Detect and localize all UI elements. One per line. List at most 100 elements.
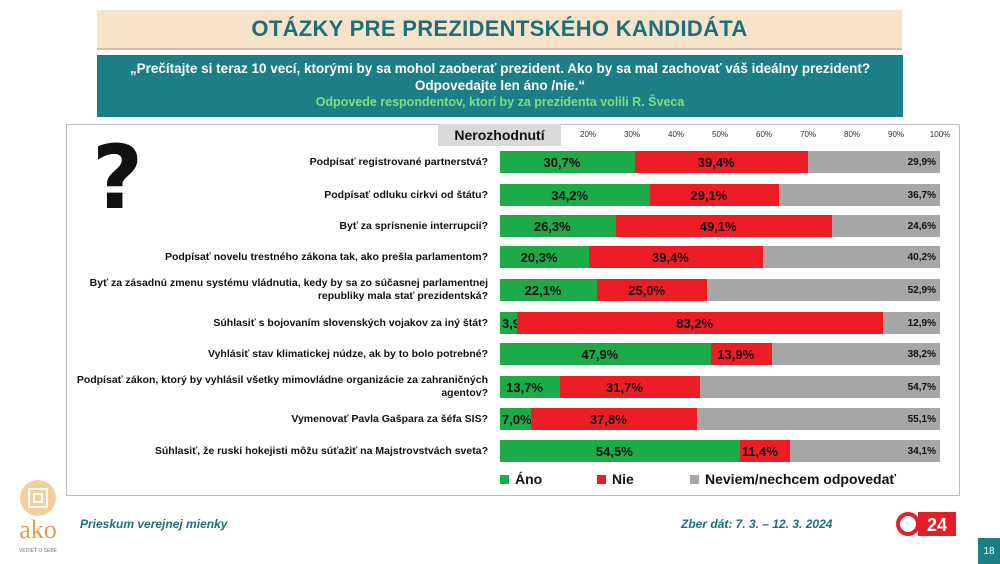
bar-segment-nie	[615, 215, 832, 237]
bar-segment-nie	[530, 408, 698, 430]
bar-segment-neviem	[883, 312, 940, 334]
x-tick-label: 50%	[711, 130, 729, 139]
category-label: Vymenovať Pavla Gašpara za šéfa SIS?	[291, 412, 488, 425]
bar-segment-ano	[500, 376, 561, 398]
data-label-neviem: 40,2%	[907, 251, 936, 263]
bar-segment-neviem	[789, 440, 940, 462]
category-label: Byť za zásadnú zmenu systému vládnutia, …	[89, 277, 488, 302]
page-number: 18	[978, 538, 1000, 564]
category-label: Vyhlásiť stav klimatickej núdze, ak by t…	[207, 347, 488, 360]
data-label-nie: 13,9%	[717, 346, 755, 362]
bar-segment-nie	[560, 376, 700, 398]
bar-segment-nie	[710, 343, 772, 365]
legend-item-ano: Áno	[500, 471, 542, 487]
data-label-neviem: 38,2%	[907, 348, 936, 360]
data-label-ano: 7,0%	[502, 411, 532, 427]
channel-24-text: 24	[927, 515, 947, 535]
data-label-ano: 54,5%	[595, 443, 633, 459]
data-label-nie: 83,2%	[676, 315, 714, 331]
data-label-neviem: 36,7%	[907, 189, 936, 201]
bar-segment-neviem	[699, 376, 940, 398]
ako-logo-text: ako	[19, 515, 57, 544]
category-label: Podpísať zákon, ktorý by vyhlásil všetky…	[76, 374, 488, 399]
survey-label: Prieskum verejnej mienky	[80, 517, 228, 531]
page-title: OTÁZKY PRE PREZIDENTSKÉHO KANDIDÁTA	[97, 10, 902, 50]
bar-segment-ano	[500, 151, 636, 173]
legend-swatch-ano	[500, 474, 509, 484]
ako-logo: ako VEDIEŤ O SEBE	[19, 480, 58, 554]
category-label: Podpísať odluku cirkvi od štátu?	[324, 188, 488, 201]
x-tick-label: 30%	[623, 130, 641, 139]
question-mark-icon: ?	[92, 126, 144, 229]
category-label: Súhlasiť, že ruskí hokejisti môžu súťaži…	[154, 444, 488, 457]
bar-segment-neviem	[707, 279, 940, 301]
question-box: „Prečítajte si teraz 10 vecí, ktorými by…	[97, 55, 903, 117]
data-label-neviem: 52,9%	[907, 284, 936, 296]
x-tick-label: 100%	[929, 130, 951, 139]
ako-logo-tagline: VEDIEŤ O SEBE	[19, 546, 58, 554]
data-label-neviem: 24,6%	[907, 220, 936, 232]
bar-segment-neviem	[778, 184, 940, 206]
data-label-nie: 31,7%	[606, 379, 643, 395]
bar-segment-ano	[500, 408, 531, 430]
legend-label-ano: Áno	[515, 471, 543, 487]
category-label: Podpísať novelu trestného zákona tak, ak…	[164, 250, 488, 263]
bar-segment-nie	[517, 312, 884, 334]
x-tick-label: 60%	[755, 130, 773, 139]
data-label-nie: 37,8%	[589, 411, 627, 427]
data-label-ano: 26,3%	[533, 218, 571, 234]
data-label-neviem: 34,1%	[907, 445, 936, 457]
bar-segment-nie	[597, 279, 708, 301]
data-label-nie: 39,4%	[697, 154, 735, 170]
data-label-ano: 13,7%	[506, 379, 543, 395]
data-label-neviem: 12,9%	[907, 317, 936, 329]
x-tick-label: 70%	[799, 130, 817, 139]
bar-segment-nie	[589, 246, 763, 268]
data-label-ano: 30,7%	[543, 154, 581, 170]
bar-segment-neviem	[831, 215, 940, 237]
x-tick-label: 80%	[843, 130, 861, 139]
bar-segment-nie	[635, 151, 809, 173]
bar-segment-neviem	[771, 343, 940, 365]
bar-segment-ano	[500, 246, 590, 268]
legend-item-neviem: Neviem/nechcem odpovedať	[690, 471, 896, 487]
legend-label-neviem: Neviem/nechcem odpovedať	[705, 471, 897, 487]
category-label: Súhlasiť s bojovaním slovenských vojakov…	[213, 316, 488, 329]
question-text: „Prečítajte si teraz 10 vecí, ktorými by…	[129, 61, 871, 93]
data-label-ano: 34,2%	[551, 187, 589, 203]
legend-label-nie: Nie	[612, 471, 634, 487]
data-label-nie: 49,1%	[699, 218, 737, 234]
legend-item-nie: Nie	[597, 471, 634, 487]
bar-segment-ano	[500, 440, 740, 462]
bar-segment-nie	[739, 440, 790, 462]
bar-segment-nie	[650, 184, 779, 206]
channel-24-logo: 24	[896, 512, 956, 536]
date-label: Zber dát: 7. 3. – 12. 3. 2024	[681, 517, 833, 531]
data-label-nie: 11,4%	[741, 443, 778, 459]
data-label-ano: 20,3%	[520, 249, 558, 265]
bar-segment-ano	[500, 343, 711, 365]
data-label-neviem: 54,7%	[907, 381, 936, 393]
bar-segment-ano	[500, 215, 616, 237]
undecided-label: Nerozhodnutí	[438, 124, 561, 146]
x-tick-label: 90%	[887, 130, 905, 139]
data-label-ano: 47,9%	[581, 346, 619, 362]
data-label-nie: 29,1%	[690, 187, 728, 203]
bar-segment-ano	[500, 279, 598, 301]
data-label-neviem: 55,1%	[907, 413, 936, 425]
data-label-nie: 39,4%	[652, 249, 689, 265]
x-tick-label: 40%	[667, 130, 685, 139]
x-tick-label: 20%	[579, 130, 597, 139]
data-label-nie: 25,0%	[628, 282, 666, 298]
question-subtitle: Odpovede respondentov, ktorí by za prezi…	[315, 95, 685, 109]
bar-segment-neviem	[808, 151, 940, 173]
bar-segment-ano	[500, 312, 518, 334]
data-label-neviem: 29,9%	[907, 156, 936, 168]
bar-segment-ano	[500, 184, 651, 206]
category-label: Byť za sprísnenie interrupcií?	[339, 219, 488, 232]
legend-swatch-nie	[597, 474, 606, 484]
category-label: Podpísať registrované partnerstvá?	[309, 155, 488, 168]
bar-segment-neviem	[762, 246, 940, 268]
data-label-ano: 22,1%	[524, 282, 562, 298]
legend-swatch-neviem	[690, 474, 699, 484]
